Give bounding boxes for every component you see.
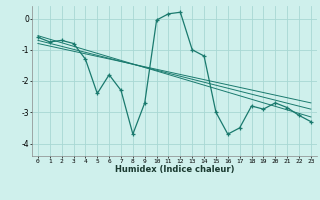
X-axis label: Humidex (Indice chaleur): Humidex (Indice chaleur) [115, 165, 234, 174]
